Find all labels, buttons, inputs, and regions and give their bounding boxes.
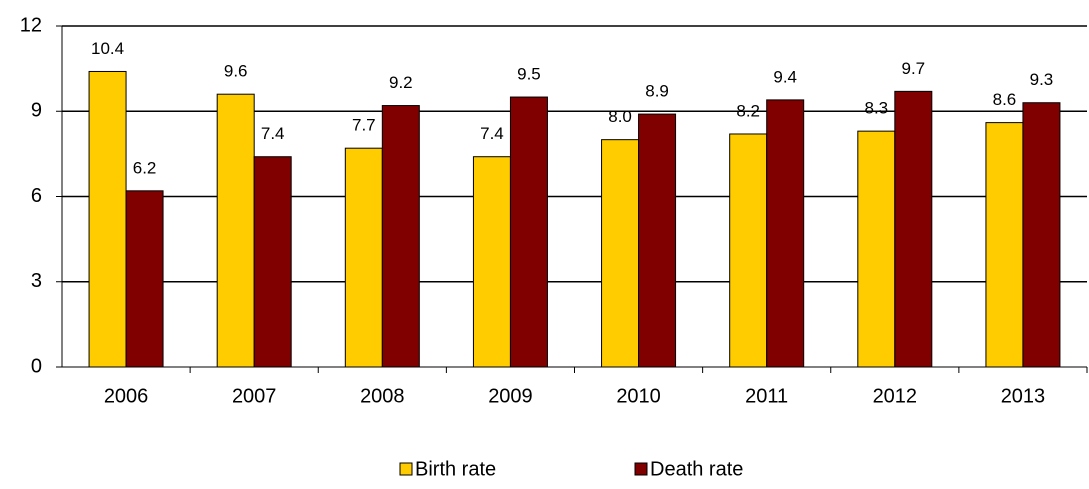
x-tick-label: 2006: [104, 385, 149, 407]
bar: [509, 96, 548, 368]
value-label: 8.3: [864, 99, 888, 118]
value-label: 7.7: [352, 116, 376, 135]
bar: [472, 156, 511, 368]
bar: [125, 190, 164, 368]
x-tick-label: 2010: [616, 385, 661, 407]
x-tick-label: 2009: [488, 385, 533, 407]
bar: [729, 133, 768, 368]
value-label: 6.2: [133, 158, 157, 177]
bar: [894, 90, 933, 368]
value-label: 10.4: [91, 39, 124, 58]
value-label: 8.0: [608, 107, 632, 126]
value-label: 7.4: [480, 124, 504, 143]
bar: [857, 130, 896, 368]
y-tick-label: 12: [20, 14, 42, 36]
value-label: 9.3: [1030, 70, 1054, 89]
x-tick-label: 2011: [745, 385, 788, 407]
y-tick-label: 9: [31, 100, 42, 122]
x-tick-label: 2008: [360, 385, 405, 407]
y-tick-label: 3: [31, 270, 42, 292]
legend-label: Death rate: [650, 458, 743, 480]
bar: [1022, 102, 1061, 368]
x-tick-label: 2013: [1001, 385, 1046, 407]
value-label: 9.7: [901, 59, 925, 78]
bar: [216, 93, 255, 368]
y-tick-label: 0: [31, 355, 42, 377]
bar: [638, 113, 677, 368]
value-label: 8.9: [645, 82, 669, 101]
y-tick-label: 6: [31, 185, 42, 207]
bar: [381, 105, 420, 368]
bar: [601, 139, 640, 368]
bar: [253, 156, 292, 368]
value-label: 7.4: [261, 124, 285, 143]
bar: [88, 70, 127, 368]
value-label: 9.5: [517, 65, 541, 84]
legend-swatch: [634, 462, 648, 476]
bar: [344, 147, 383, 368]
bar: [985, 122, 1024, 368]
value-label: 9.4: [773, 67, 797, 86]
value-label: 9.2: [389, 73, 413, 92]
value-label: 8.2: [736, 101, 760, 120]
legend-swatch: [399, 462, 413, 476]
legend-label: Birth rate: [415, 458, 496, 480]
bar: [766, 99, 805, 368]
value-label: 9.6: [224, 62, 248, 81]
value-label: 8.6: [993, 90, 1017, 109]
x-tick-label: 2007: [232, 385, 277, 407]
x-tick-label: 2012: [873, 385, 918, 407]
